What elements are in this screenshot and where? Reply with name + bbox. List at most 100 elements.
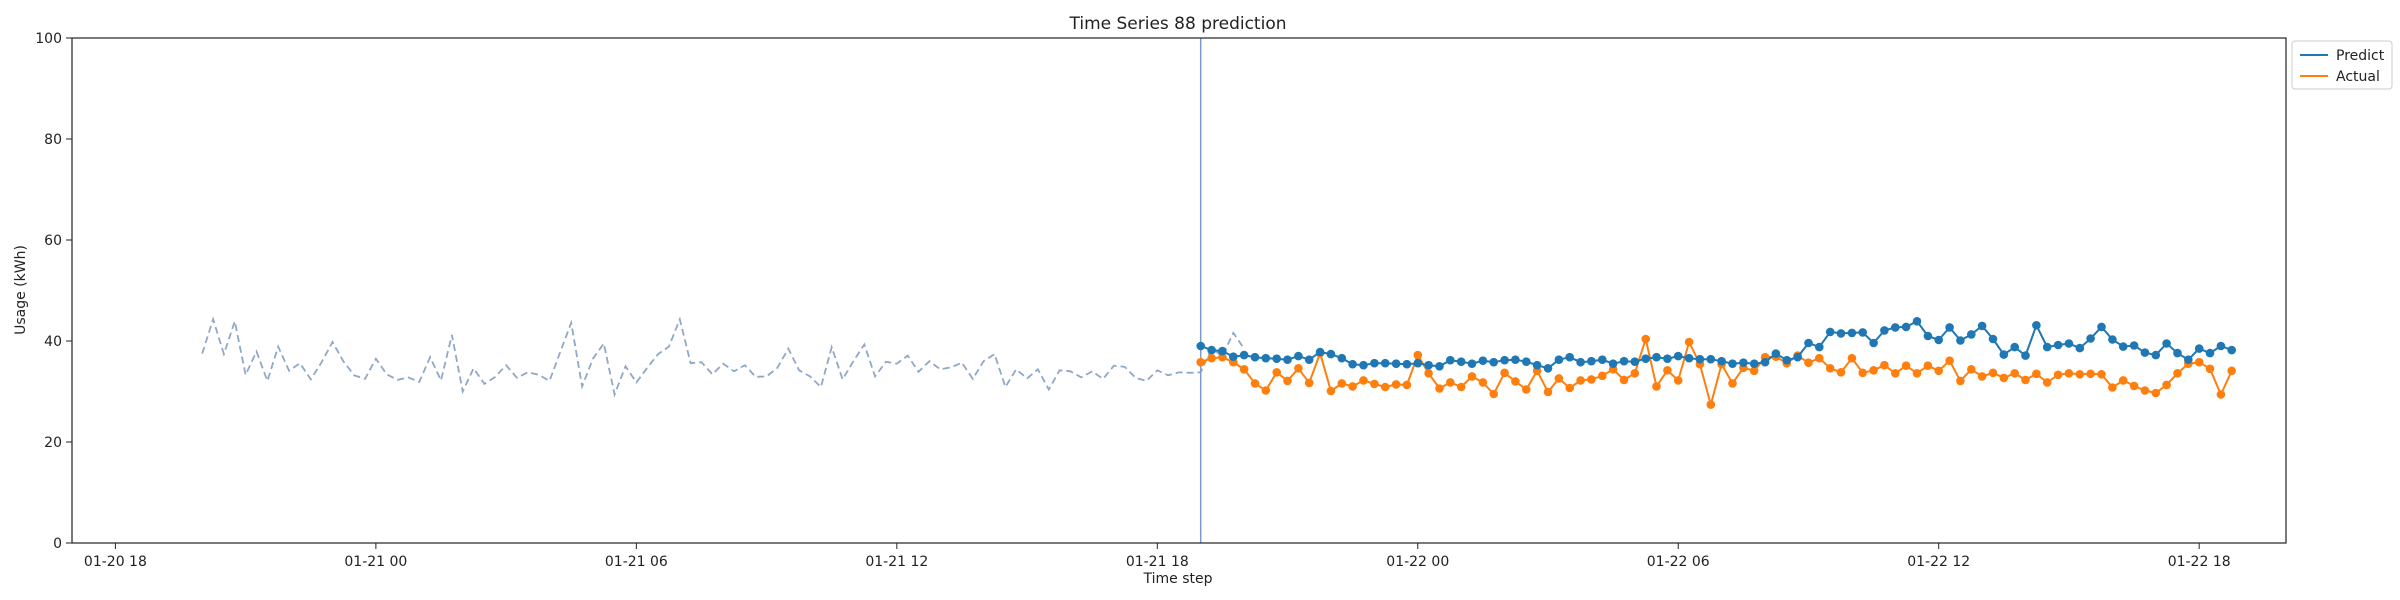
actual-point bbox=[1576, 376, 1585, 385]
actual-point bbox=[2097, 370, 2106, 379]
predict-point bbox=[1359, 360, 1368, 370]
actual-point bbox=[1239, 365, 1249, 374]
y-tick-label: 20 bbox=[44, 435, 62, 451]
actual-point bbox=[1858, 368, 1867, 378]
actual-point bbox=[2194, 357, 2204, 367]
actual-point bbox=[1847, 353, 1857, 363]
actual-point bbox=[2108, 383, 2117, 392]
actual-point bbox=[1456, 382, 1466, 392]
predict-point bbox=[2118, 342, 2128, 351]
actual-point bbox=[1391, 380, 1401, 389]
actual-point bbox=[1261, 386, 1271, 395]
actual-point bbox=[2173, 369, 2182, 378]
predict-point bbox=[2032, 321, 2041, 330]
y-tick-label: 60 bbox=[44, 233, 62, 249]
actual-point bbox=[2205, 364, 2215, 374]
predict-point bbox=[1793, 352, 1802, 362]
x-axis-label: Time step bbox=[1143, 571, 1213, 587]
actual-point bbox=[1370, 379, 1379, 389]
actual-point bbox=[2032, 369, 2041, 379]
predict-point bbox=[1261, 353, 1271, 363]
actual-point bbox=[1294, 364, 1303, 373]
predict-point bbox=[2227, 345, 2236, 355]
actual-point bbox=[1587, 375, 1596, 384]
actual-point bbox=[1891, 369, 1900, 378]
actual-point bbox=[1435, 384, 1444, 393]
predict-point bbox=[1229, 352, 1238, 362]
actual-point bbox=[2064, 369, 2074, 378]
actual-point bbox=[1825, 364, 1835, 373]
actual-point bbox=[1912, 369, 1922, 378]
predict-point bbox=[1880, 326, 1889, 335]
predict-point bbox=[2042, 342, 2052, 352]
predict-point bbox=[1522, 357, 1531, 367]
actual-point bbox=[1956, 376, 1965, 386]
predict-point bbox=[1728, 359, 1737, 369]
predict-point bbox=[1608, 359, 1618, 369]
predict-point bbox=[1967, 330, 1976, 339]
predict-point bbox=[1804, 338, 1813, 348]
actual-point bbox=[1706, 400, 1716, 409]
predict-point bbox=[1717, 356, 1726, 366]
y-tick-label: 40 bbox=[44, 334, 62, 350]
actual-point bbox=[1478, 378, 1488, 387]
actual-point bbox=[1977, 372, 1987, 381]
predict-point bbox=[1869, 338, 1878, 348]
actual-point bbox=[1207, 353, 1216, 363]
actual-point bbox=[1250, 379, 1260, 388]
actual-point bbox=[1467, 372, 1477, 381]
x-tick-label: 01-20 18 bbox=[84, 554, 147, 570]
actual-point bbox=[1598, 371, 1607, 381]
y-tick-label: 100 bbox=[35, 31, 62, 47]
predict-point bbox=[1424, 360, 1433, 370]
predict-point bbox=[1532, 360, 1542, 370]
actual-point bbox=[1945, 356, 1954, 366]
actual-point bbox=[1749, 366, 1759, 376]
x-tick-label: 01-22 06 bbox=[1647, 554, 1710, 570]
predict-point bbox=[1456, 357, 1466, 367]
predict-point bbox=[1402, 359, 1412, 369]
predict-point bbox=[1706, 354, 1716, 364]
actual-point bbox=[1348, 382, 1357, 391]
predict-point bbox=[2216, 341, 2226, 351]
predict-point bbox=[1500, 355, 1509, 365]
actual-point bbox=[1641, 334, 1650, 344]
actual-point bbox=[2010, 369, 2019, 378]
predict-point bbox=[2064, 339, 2074, 348]
predict-point bbox=[1782, 355, 1792, 365]
predict-point bbox=[1739, 358, 1748, 368]
actual-point bbox=[1326, 386, 1336, 396]
predict-point bbox=[2053, 340, 2063, 350]
predict-point bbox=[1435, 362, 1444, 371]
predict-point bbox=[1619, 356, 1629, 366]
actual-point bbox=[1673, 376, 1683, 385]
actual-point bbox=[1380, 382, 1390, 392]
predict-point bbox=[1326, 349, 1336, 359]
actual-point bbox=[1489, 389, 1498, 399]
actual-point bbox=[1728, 379, 1737, 388]
y-axis: 0 20 40 60 80 100 bbox=[35, 31, 72, 552]
predict-point bbox=[1565, 352, 1574, 362]
actual-point bbox=[1424, 369, 1433, 378]
predict-point bbox=[1847, 328, 1857, 338]
plot-frame bbox=[71, 37, 2287, 544]
x-tick-label: 01-22 12 bbox=[1907, 554, 1970, 570]
actual-point bbox=[1196, 357, 1205, 367]
actual-point bbox=[1804, 358, 1813, 368]
actual-point bbox=[1869, 366, 1878, 375]
predict-point bbox=[1391, 359, 1401, 369]
actual-point bbox=[1337, 379, 1347, 388]
actual-point bbox=[1413, 350, 1423, 360]
predict-point bbox=[1250, 352, 1260, 362]
actual-point bbox=[1511, 377, 1520, 386]
predict-point bbox=[2097, 322, 2106, 332]
x-tick-label: 01-22 18 bbox=[2168, 554, 2231, 570]
predict-point bbox=[1901, 322, 1911, 332]
actual-point bbox=[1988, 368, 1998, 378]
predict-point bbox=[1652, 352, 1661, 362]
predict-point bbox=[1923, 331, 1933, 341]
predict-point bbox=[2151, 350, 2161, 360]
actual-point bbox=[1901, 361, 1911, 371]
chart-title: Time Series 88 prediction bbox=[1068, 14, 1286, 34]
predict-point bbox=[1467, 359, 1477, 369]
